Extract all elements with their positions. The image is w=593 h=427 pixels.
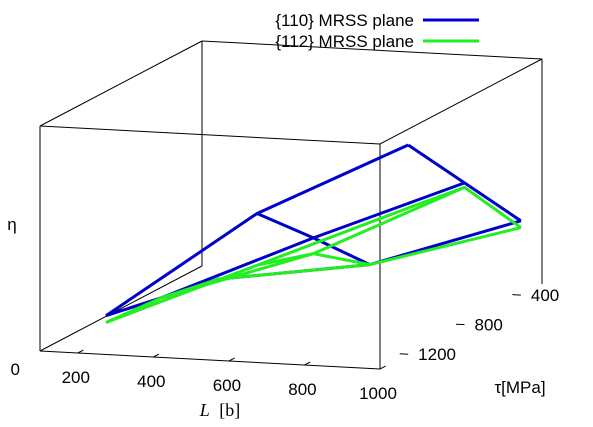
y-tick-label: 400 <box>531 286 559 305</box>
box-edge-6 <box>39 125 381 145</box>
series-1-line-y2 <box>218 226 522 281</box>
axis-ticks: 200 400 600 800 1000 400 800 1200 0 <box>11 286 560 403</box>
x-tick-label: 400 <box>137 372 165 391</box>
legend-label-1: {112} MRSS plane <box>275 32 414 51</box>
y-tick-label: 800 <box>475 316 503 335</box>
series-0-line-y1 <box>161 181 466 299</box>
box-edge-1 <box>39 265 203 352</box>
x-tick-mark-0 <box>77 349 84 354</box>
series-0-line-y0 <box>105 143 409 317</box>
box-edge-8 <box>39 40 203 127</box>
legend-label-0: {110} MRSS plane <box>275 11 414 30</box>
x-axis-label: L [b] <box>199 400 241 420</box>
box-edge-7 <box>201 40 543 60</box>
series-1-line-y1 <box>161 186 466 299</box>
x-tick-mark-4 <box>379 365 386 370</box>
box-edge-0 <box>39 350 381 370</box>
z-tick-label: 0 <box>11 360 20 379</box>
x-tick-mark-1 <box>153 353 160 358</box>
box-edge-9 <box>379 58 543 145</box>
legend: {110} MRSS plane {112} MRSS plane <box>275 11 479 51</box>
x-tick-mark-2 <box>228 357 235 362</box>
z-axis-label: η <box>7 215 16 234</box>
x-tick-label: 800 <box>288 380 316 399</box>
series-layer <box>105 143 522 324</box>
series-0 <box>105 143 522 318</box>
series-1-line-y0 <box>105 206 409 324</box>
series-1 <box>105 185 522 324</box>
x-tick-label: 200 <box>62 368 90 387</box>
y-tick-label: 1200 <box>418 345 456 364</box>
plot-box <box>39 40 543 370</box>
x-tick-label: 600 <box>213 376 241 395</box>
x-axis-label-var: L <box>199 400 210 420</box>
x-tick-label: 1000 <box>359 384 397 403</box>
y-axis-label: τ[MPa] <box>494 378 545 397</box>
series-1-line-x2 <box>407 185 522 229</box>
x-axis-label-unit: [b] <box>219 400 240 420</box>
x-tick-mark-3 <box>304 361 311 366</box>
